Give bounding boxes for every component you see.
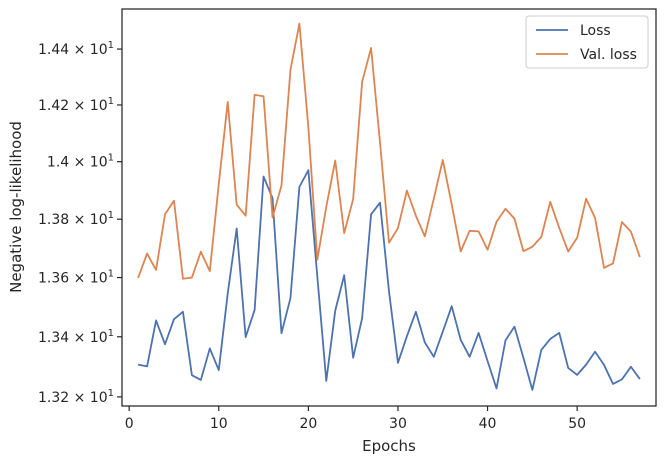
x-tick-label: 10 bbox=[210, 416, 228, 432]
x-axis-label: Epochs bbox=[362, 437, 416, 455]
legend: Loss Val. loss bbox=[525, 15, 649, 69]
x-tick-label: 20 bbox=[299, 416, 317, 432]
y-axis-ticks: 1.32 × 101 1.34 × 101 1.36 × 101 1.38 × 101… bbox=[38, 40, 122, 406]
series-line-loss bbox=[137, 169, 641, 391]
y-tick-label: 1.44 × 101 bbox=[38, 40, 114, 58]
x-tick-label: 50 bbox=[568, 416, 586, 432]
x-tick-label: 40 bbox=[479, 416, 497, 432]
y-tick-label: 1.38 × 101 bbox=[38, 210, 114, 228]
y-tick-label: 1.4 × 101 bbox=[47, 153, 114, 171]
legend-box bbox=[525, 15, 649, 69]
series-lines bbox=[137, 22, 641, 391]
x-axis-ticks: 0 10 20 30 40 50 bbox=[125, 406, 586, 432]
y-tick-label: 1.32 × 101 bbox=[38, 388, 114, 406]
y-tick-label: 1.42 × 101 bbox=[38, 96, 114, 114]
y-tick-label: 1.36 × 101 bbox=[38, 269, 114, 287]
legend-label-val-loss: Val. loss bbox=[580, 47, 637, 63]
x-tick-label: 30 bbox=[389, 416, 407, 432]
series-line-val-loss bbox=[137, 22, 641, 280]
x-tick-label: 0 bbox=[125, 416, 134, 432]
plot-frame bbox=[121, 8, 657, 407]
y-tick-label: 1.34 × 101 bbox=[38, 328, 114, 346]
legend-label-loss: Loss bbox=[580, 23, 611, 39]
y-axis-label: Negative log-likelihood bbox=[7, 121, 25, 293]
